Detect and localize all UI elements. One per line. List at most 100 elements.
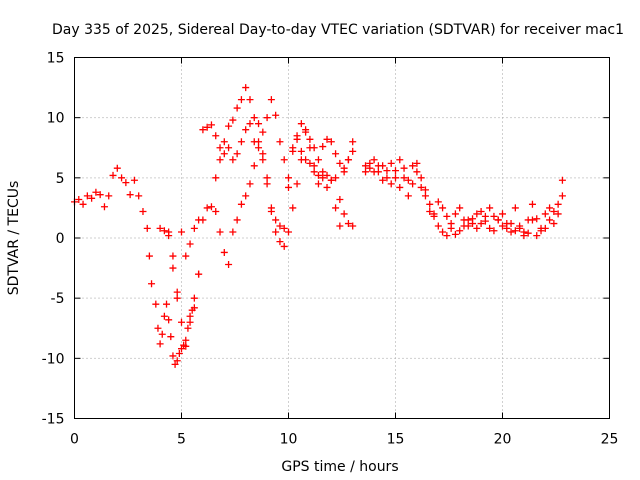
data-point <box>143 224 151 232</box>
data-point <box>263 174 271 182</box>
data-point <box>169 252 177 260</box>
data-point <box>314 180 322 188</box>
data-point <box>165 232 173 240</box>
data-point <box>404 176 412 184</box>
y-tick-label: -15 <box>42 412 65 428</box>
data-point <box>507 228 515 236</box>
data-point <box>285 228 292 236</box>
data-point <box>237 138 245 146</box>
data-point <box>220 248 228 256</box>
data-point <box>160 312 168 320</box>
data-point <box>370 156 378 164</box>
data-point <box>387 180 395 188</box>
x-axis-ticks: 0 5 10 15 20 25 <box>70 57 618 448</box>
data-point <box>336 222 344 230</box>
data-point <box>366 159 374 167</box>
data-point <box>383 174 391 182</box>
data-point <box>310 168 318 176</box>
data-point <box>175 350 183 358</box>
data-point <box>533 232 541 240</box>
data-point <box>163 300 171 308</box>
data-point <box>169 264 177 272</box>
data-point <box>550 208 558 216</box>
data-point <box>220 150 228 158</box>
data-point <box>75 195 83 203</box>
data-point <box>229 116 237 124</box>
data-point <box>558 192 566 200</box>
data-point <box>314 171 322 179</box>
data-point <box>340 164 348 172</box>
series-3 <box>156 84 357 302</box>
x-tick-label: 10 <box>280 432 298 448</box>
data-point <box>332 150 340 158</box>
data-point <box>426 200 434 208</box>
data-point <box>362 162 370 170</box>
data-point <box>109 171 117 179</box>
data-point <box>145 252 153 260</box>
data-points <box>71 84 566 368</box>
data-point <box>135 192 143 200</box>
data-point <box>387 159 395 167</box>
data-point <box>486 224 494 232</box>
data-point <box>182 252 190 260</box>
data-point <box>96 191 104 199</box>
grid-lines <box>74 57 610 419</box>
data-point <box>499 210 506 218</box>
data-point <box>554 200 562 208</box>
chart-title: Day 335 of 2025, Sidereal Day-to-day VTE… <box>52 22 624 38</box>
data-point <box>178 228 185 236</box>
data-point <box>392 167 399 175</box>
y-tick-label: 15 <box>47 51 65 67</box>
data-point <box>113 164 121 172</box>
data-point <box>297 120 305 128</box>
data-point <box>154 324 162 332</box>
data-point <box>184 324 192 332</box>
data-point <box>340 210 348 218</box>
data-point <box>430 212 438 220</box>
data-point <box>182 342 190 350</box>
data-point <box>156 224 164 232</box>
data-point <box>434 222 442 230</box>
data-point <box>546 216 554 224</box>
data-point <box>421 192 429 200</box>
x-tick-label: 0 <box>70 432 79 448</box>
data-point <box>310 162 318 170</box>
data-point <box>242 192 250 200</box>
data-point <box>130 176 138 184</box>
data-point <box>293 135 301 143</box>
y-tick-label: 0 <box>56 231 65 247</box>
data-point <box>490 212 498 220</box>
data-point <box>546 204 554 212</box>
data-point <box>426 208 434 216</box>
data-point <box>267 96 275 104</box>
data-point <box>541 224 549 232</box>
data-point <box>259 150 267 158</box>
data-point <box>379 176 387 184</box>
data-point <box>413 159 421 167</box>
y-tick-label: 5 <box>56 171 65 187</box>
data-point <box>250 138 258 146</box>
data-point <box>259 156 267 164</box>
data-point <box>276 138 284 146</box>
data-point <box>434 198 442 206</box>
data-point <box>481 217 489 225</box>
data-point <box>272 228 280 236</box>
data-point <box>499 222 506 230</box>
data-point <box>178 318 185 326</box>
data-point <box>443 232 451 240</box>
data-point <box>212 174 220 182</box>
data-point <box>374 162 382 170</box>
y-tick-label: 10 <box>47 111 65 127</box>
series-5 <box>362 156 566 240</box>
data-point <box>327 176 335 184</box>
data-point <box>250 114 258 122</box>
data-point <box>169 352 177 360</box>
data-point <box>83 192 91 200</box>
data-point <box>439 204 447 212</box>
data-point <box>242 84 250 92</box>
data-point <box>404 192 412 200</box>
data-point <box>477 208 485 216</box>
data-point <box>477 220 485 228</box>
data-point <box>139 208 147 216</box>
data-point <box>225 144 233 152</box>
